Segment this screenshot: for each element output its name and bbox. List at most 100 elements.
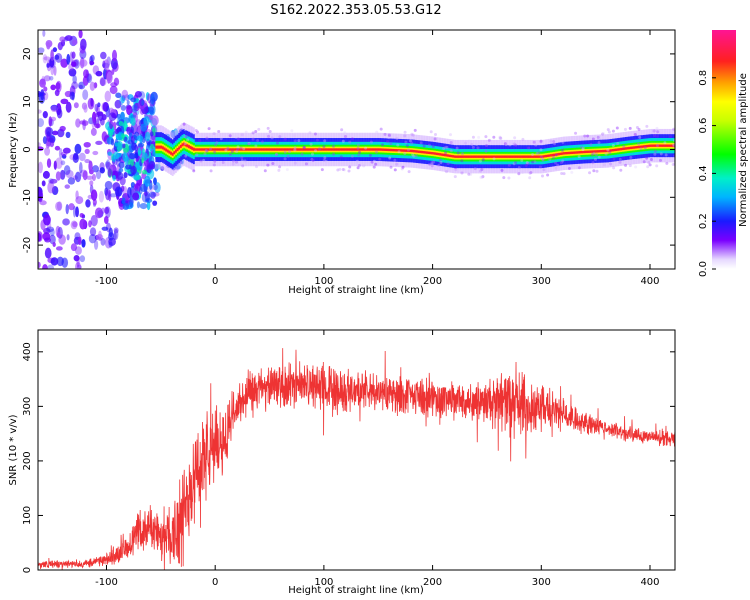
spectrogram-cell bbox=[66, 234, 70, 241]
spectrogram-cell bbox=[607, 130, 611, 134]
spectrogram-cell bbox=[378, 157, 382, 161]
spectrogram-cell bbox=[604, 152, 608, 156]
spectrogram-cell bbox=[541, 158, 545, 162]
spectrogram-cell bbox=[628, 126, 632, 130]
spectrogram-cell bbox=[80, 38, 87, 51]
spectrogram-cell bbox=[577, 151, 580, 154]
spectrogram-cell bbox=[492, 155, 495, 158]
spectrogram-cell bbox=[656, 130, 660, 134]
spectrogram-cell bbox=[82, 170, 88, 181]
spectrogram-cell bbox=[92, 150, 99, 156]
spectrogram-cell bbox=[127, 187, 132, 199]
spectrogram-cell bbox=[263, 148, 265, 151]
spectrogram-cell bbox=[88, 234, 97, 244]
spectrogram-cell bbox=[545, 154, 547, 158]
spectrogram-cell bbox=[56, 256, 64, 267]
spectrogram-cell bbox=[236, 147, 240, 151]
spectrogram-cell bbox=[160, 145, 163, 149]
spectrogram-cell bbox=[539, 155, 543, 159]
spectrogram-cell bbox=[64, 184, 71, 189]
spectrogram-cell bbox=[606, 128, 610, 132]
spectrogram-cell bbox=[63, 165, 71, 176]
spectrogram-cell bbox=[69, 51, 74, 64]
spectrogram-cell bbox=[592, 151, 596, 155]
spectrogram-cell bbox=[385, 148, 388, 152]
snr-y-ticks: 0 100 200 300 400 bbox=[22, 342, 675, 573]
spectrogram-cell bbox=[386, 148, 389, 152]
spectrogram-cell bbox=[126, 105, 133, 116]
spectrogram-cell bbox=[469, 172, 473, 176]
spectrogram-cell bbox=[75, 262, 82, 269]
spectrogram-cell bbox=[341, 168, 345, 172]
spectrogram-cell bbox=[537, 151, 541, 155]
spectrogram-cell bbox=[634, 165, 638, 169]
spectrogram-cell bbox=[184, 154, 188, 158]
spectrogram-cell bbox=[336, 168, 340, 172]
spectrogram-cell bbox=[409, 149, 412, 153]
spectrogram-cell bbox=[92, 165, 100, 173]
spectrogram-cell bbox=[253, 148, 256, 151]
spectrogram-cell bbox=[333, 148, 336, 151]
spectrogram-cell bbox=[613, 133, 617, 137]
spectrogram-cell bbox=[439, 153, 442, 156]
spectrogram-cell bbox=[53, 65, 57, 76]
spectrogram-cell bbox=[380, 148, 383, 151]
spectrogram-cell bbox=[597, 150, 600, 153]
spectrogram-cell bbox=[439, 160, 443, 164]
spectrogram-cell bbox=[454, 166, 458, 170]
spectrogram-cell bbox=[123, 172, 128, 179]
spectrogram-cell bbox=[574, 151, 577, 154]
spectrogram-cell bbox=[411, 153, 415, 157]
spectrogram-cell bbox=[601, 132, 605, 136]
colorbar: 0.0 0.2 0.4 0.6 0.8 Normalized spectral ampl… bbox=[698, 30, 749, 277]
colorbar-label: Normalized spectral amplitude bbox=[738, 73, 749, 227]
spectrogram-cell bbox=[606, 148, 610, 152]
spectrogram-cell bbox=[572, 151, 575, 154]
spectrogram-cell bbox=[94, 123, 101, 129]
spectrogram-cell bbox=[75, 118, 81, 128]
spectrogram-cell bbox=[561, 140, 565, 144]
spectrogram-cell bbox=[68, 68, 77, 77]
spectrogram-cell bbox=[43, 75, 51, 82]
spectrogram-cell bbox=[503, 142, 507, 146]
spectrogram-cell bbox=[315, 148, 318, 151]
spectrogram-cell bbox=[46, 226, 55, 233]
spectrogram-cell bbox=[339, 148, 342, 151]
spectrogram-cell bbox=[554, 166, 558, 170]
spectrogram-cell bbox=[401, 149, 404, 152]
spectrogram-cell bbox=[450, 154, 453, 158]
snr-series-line bbox=[38, 348, 675, 570]
spectrogram-cell bbox=[602, 149, 605, 153]
colorbar-ticks: 0.0 0.2 0.4 0.6 0.8 bbox=[698, 70, 716, 277]
spectrogram-cell bbox=[154, 182, 161, 194]
colorbar-tick-label: 0.6 bbox=[698, 118, 709, 134]
spectrogram-cell bbox=[165, 148, 168, 152]
spectrogram-cell bbox=[90, 54, 95, 62]
spectrogram-cell bbox=[246, 148, 249, 151]
spectrogram-cell bbox=[113, 232, 117, 241]
spectrogram-cell bbox=[284, 148, 287, 151]
spectrogram-cell bbox=[304, 162, 308, 166]
spectrogram-cell bbox=[50, 104, 59, 111]
spectrogram-cell bbox=[243, 159, 247, 163]
spectrogram-cell bbox=[638, 145, 640, 149]
spectrogram-cell bbox=[101, 114, 107, 121]
spectrogram-cell bbox=[212, 163, 216, 167]
spectrogram-cell bbox=[638, 135, 642, 139]
spectrogram-cell bbox=[470, 143, 474, 147]
y-tick-label: 10 bbox=[22, 95, 33, 108]
spectrogram-cell bbox=[621, 147, 624, 151]
spectrogram-cell bbox=[209, 169, 213, 173]
x-tick-label: 100 bbox=[314, 577, 333, 588]
spectrogram-cell bbox=[395, 149, 397, 152]
spectrogram-cell bbox=[50, 116, 57, 122]
spectrogram-cell bbox=[526, 161, 530, 165]
spectrogram-cell bbox=[98, 190, 104, 203]
spectrogram-cell bbox=[341, 139, 345, 143]
spectrogram-cell bbox=[62, 218, 70, 226]
spectrogram-cell bbox=[331, 148, 334, 151]
spectrogram-cell bbox=[643, 146, 647, 150]
spectrogram-cell bbox=[513, 136, 517, 140]
spectrogram-cell bbox=[233, 148, 236, 151]
